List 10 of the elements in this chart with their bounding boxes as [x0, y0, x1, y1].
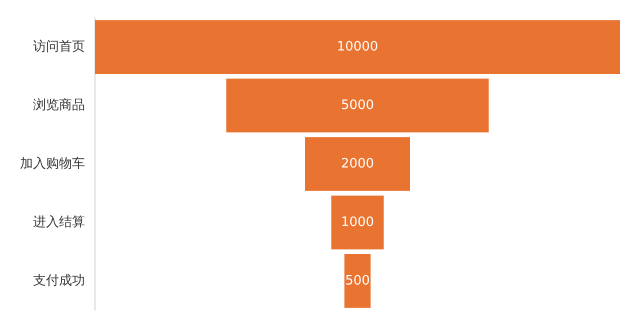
- data-label: 10000: [336, 39, 378, 54]
- data-label: 5000: [340, 98, 374, 113]
- category-label: 访问首页: [33, 38, 85, 54]
- category-label: 加入购物车: [20, 156, 85, 172]
- data-label: 2000: [340, 156, 374, 172]
- data-label: 500: [345, 273, 370, 288]
- category-label: 进入结算: [33, 214, 85, 230]
- category-label: 浏览商品: [33, 98, 85, 113]
- category-label: 支付成功: [33, 273, 85, 288]
- data-label: 1000: [340, 214, 374, 230]
